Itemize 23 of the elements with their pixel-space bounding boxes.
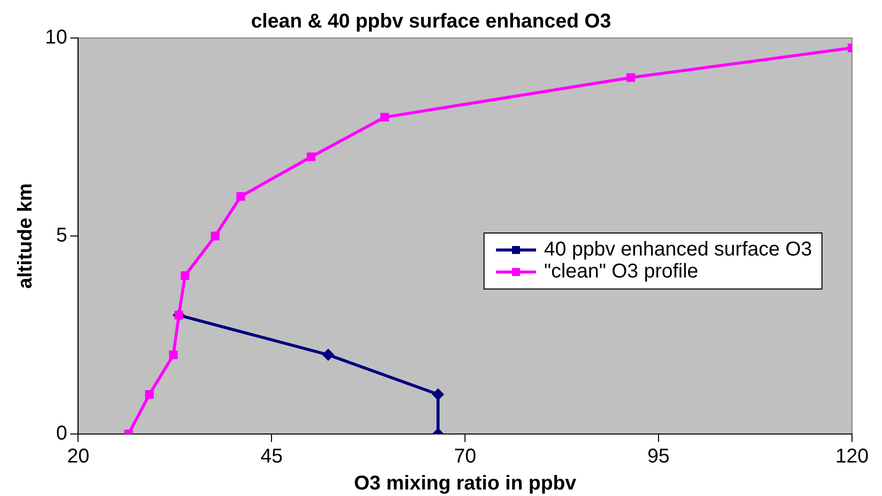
legend-label: 40 ppbv enhanced surface O3: [544, 238, 812, 261]
y-tick-label: 0: [56, 422, 68, 445]
chart-title: clean & 40 ppbv surface enhanced O3: [250, 10, 612, 33]
x-tick-label: 120: [835, 446, 869, 468]
point: [322, 349, 334, 360]
point: [306, 152, 316, 162]
y-tick-label: 5: [56, 224, 68, 247]
legend-label: "clean" O3 profile: [544, 260, 698, 283]
x-tick-label: 70: [454, 446, 476, 468]
point: [432, 388, 444, 400]
x-tick-label: 95: [647, 446, 670, 468]
y-tick-label: 10: [44, 26, 68, 49]
point: [145, 390, 154, 399]
x-tick-label: 45: [260, 446, 283, 468]
point: [626, 73, 636, 82]
x-axis-title: O3 mixing ratio in ppbv: [354, 472, 578, 495]
point: [169, 350, 178, 360]
y-axis-title: altitude km: [14, 183, 37, 289]
point: [210, 232, 220, 240]
point: [180, 271, 190, 280]
x-tick-label: 20: [67, 446, 90, 468]
point: [380, 112, 389, 122]
point: [236, 192, 246, 201]
